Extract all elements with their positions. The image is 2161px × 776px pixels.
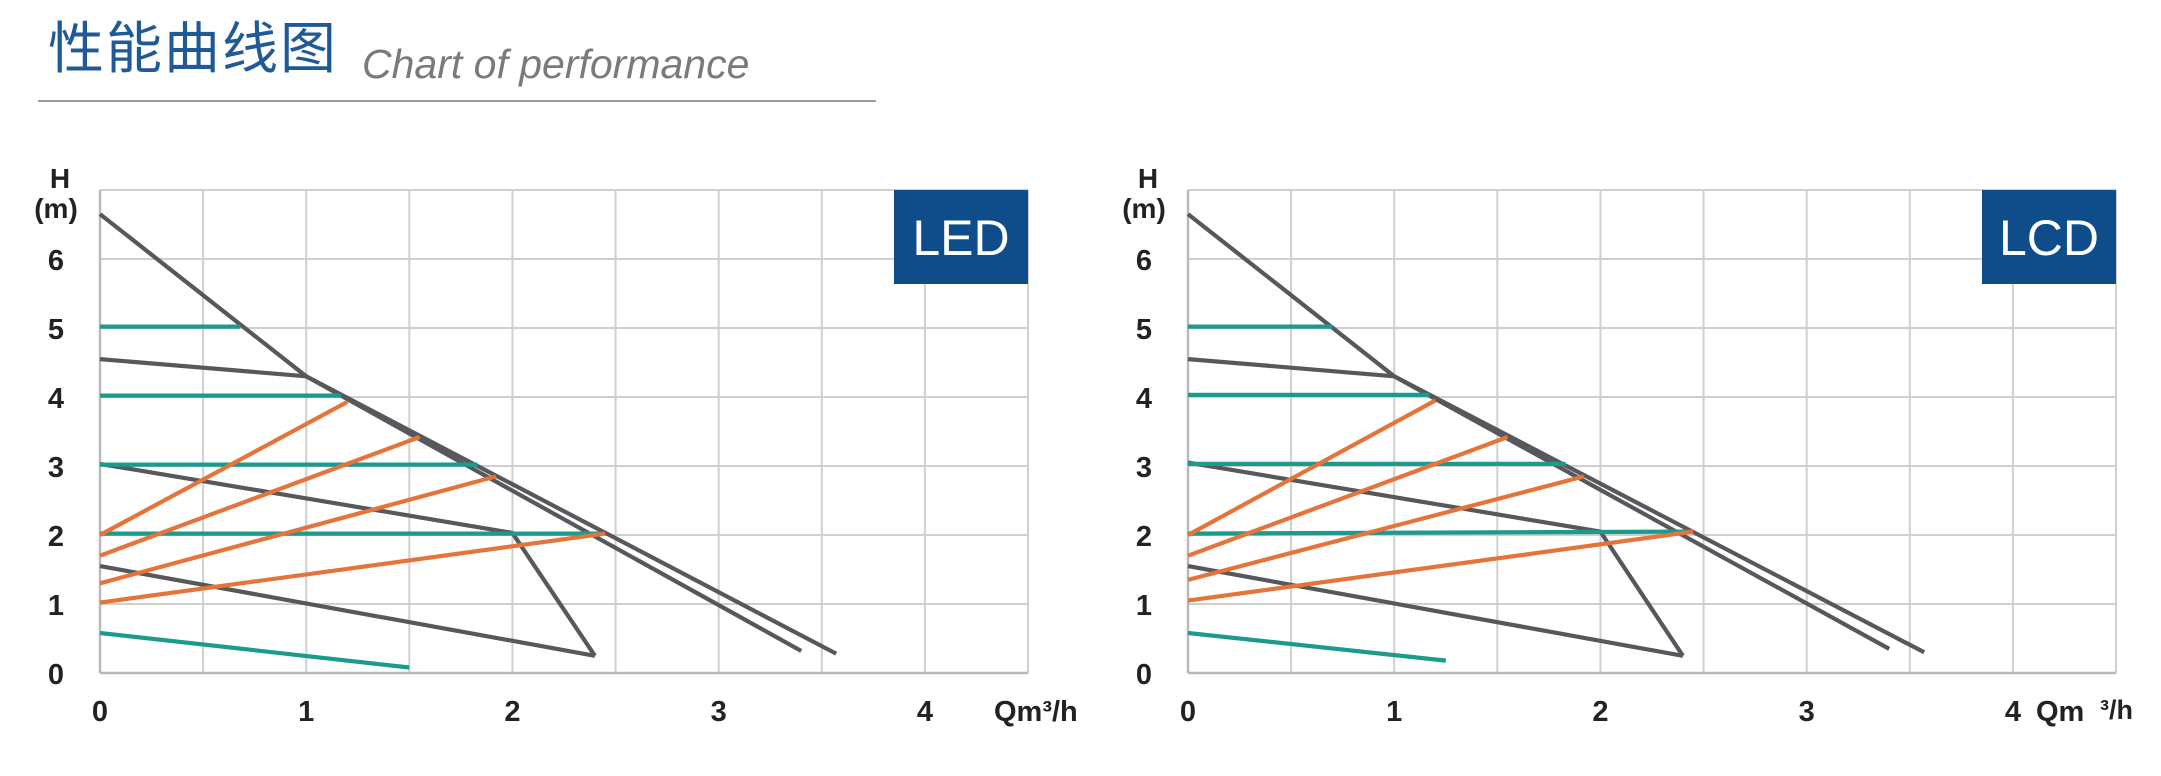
page-title-en: Chart of performance — [362, 41, 750, 87]
y-tick-label: 4 — [48, 383, 64, 415]
y-tick-label: 6 — [48, 245, 64, 277]
orange-curve-12 — [1187, 529, 1694, 603]
orange-curve-9 — [99, 399, 349, 537]
x-tick-label: 0 — [1180, 696, 1196, 728]
y-tick-label: 5 — [1136, 314, 1152, 346]
model-badge — [894, 190, 1028, 284]
y-tick-label: 2 — [1136, 521, 1152, 553]
y-tick-label: 1 — [1136, 590, 1152, 622]
orange-curve-10 — [99, 435, 421, 558]
y-axis-label-unit: (m) — [34, 193, 78, 224]
x-tick-label: 2 — [1592, 696, 1608, 728]
teal-curve-8 — [99, 630, 410, 670]
header-divider — [38, 100, 876, 102]
model-badge-label: LCD — [1999, 210, 2099, 266]
y-axis-label-h: H — [50, 163, 70, 194]
gray-curve-1 — [99, 357, 803, 653]
orange-curve-12 — [99, 531, 606, 605]
performance-chart-led: LED 0 1 2 3 4 5 6 0 1 2 3 4 H(m) Qm³/h — [34, 163, 1078, 728]
x-tick-label: 2 — [504, 696, 520, 728]
gray-curve-1 — [1187, 357, 1891, 651]
series-group — [98, 212, 838, 670]
x-tick-label: 1 — [1386, 696, 1402, 728]
y-tick-label: 5 — [48, 314, 64, 346]
x-tick-label: 4 — [917, 696, 933, 728]
x-axis-label-unit: ³/h — [2100, 695, 2133, 725]
gray-curve-3 — [1187, 564, 1684, 658]
y-tick-label: 1 — [48, 590, 64, 622]
y-tick-label: 3 — [1136, 452, 1152, 484]
gray-curve-3 — [99, 564, 596, 658]
grid — [99, 189, 1029, 674]
grid — [1187, 189, 2117, 674]
y-tick-label: 0 — [1136, 659, 1152, 691]
y-axis-label-unit: (m) — [1122, 193, 1166, 224]
orange-curve-10 — [1187, 435, 1509, 558]
orange-curve-11 — [99, 474, 497, 586]
series-group — [1186, 212, 1926, 663]
x-tick-label: 3 — [1799, 696, 1815, 728]
y-tick-label: 0 — [48, 659, 64, 691]
page-title-cn: 性能曲线图 — [48, 17, 338, 82]
model-badge-label: LED — [912, 210, 1009, 266]
teal-curve-8 — [1187, 630, 1447, 663]
y-axis-label-h: H — [1138, 163, 1158, 194]
page-header: 性能曲线图 Chart of performance — [38, 14, 876, 104]
teal-curve-7 — [1187, 529, 1694, 536]
performance-chart-lcd: LCD 0 1 2 3 4 5 6 0 1 2 3 4 H(m) Qm ³/h — [1122, 163, 2133, 728]
x-axis-label: Qm³/h — [994, 696, 1078, 728]
x-tick-label: 4 — [2005, 696, 2021, 728]
orange-curve-11 — [1187, 474, 1585, 582]
y-tick-label: 4 — [1136, 383, 1152, 415]
x-tick-label: 1 — [298, 696, 314, 728]
orange-curve-9 — [1186, 398, 1437, 537]
x-tick-label: 3 — [711, 696, 727, 728]
x-tick-label: 0 — [92, 696, 108, 728]
y-tick-label: 3 — [48, 452, 64, 484]
x-axis-label-q: Qm — [2036, 696, 2084, 728]
y-tick-label: 6 — [1136, 245, 1152, 277]
model-badge — [1982, 190, 2116, 284]
y-tick-label: 2 — [48, 521, 64, 553]
